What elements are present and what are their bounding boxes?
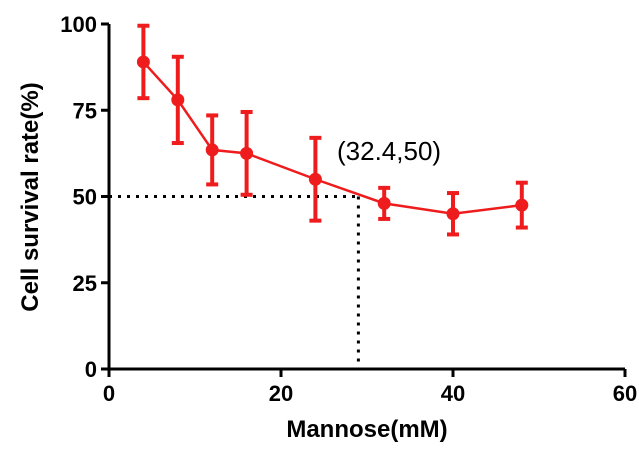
x-tick-label: 40 [441,381,465,406]
x-tick-label: 20 [269,381,293,406]
x-tick-label: 60 [613,381,637,406]
data-point [446,207,460,221]
y-axis-label: Cell survival rate(%) [17,82,44,311]
y-tick-label: 50 [73,185,97,210]
x-axis-label: Mannose(mM) [286,416,447,443]
y-tick-label: 0 [85,357,97,382]
x-tick-label: 0 [103,381,115,406]
data-point [171,93,185,107]
y-ticks: 0 25 50 75 100 [60,12,109,382]
data-point [377,196,391,210]
x-ticks: 0 20 40 60 [103,369,637,406]
data-point [240,146,254,160]
data-series [136,23,529,237]
y-tick-label: 100 [60,12,97,37]
data-point [515,198,529,212]
annotation-label: (32.4,50) [337,136,441,166]
data-point [136,55,150,69]
y-tick-label: 25 [73,271,97,296]
data-point [205,143,219,157]
series-line [142,61,522,216]
y-tick-label: 75 [73,98,97,123]
data-point [308,172,322,186]
